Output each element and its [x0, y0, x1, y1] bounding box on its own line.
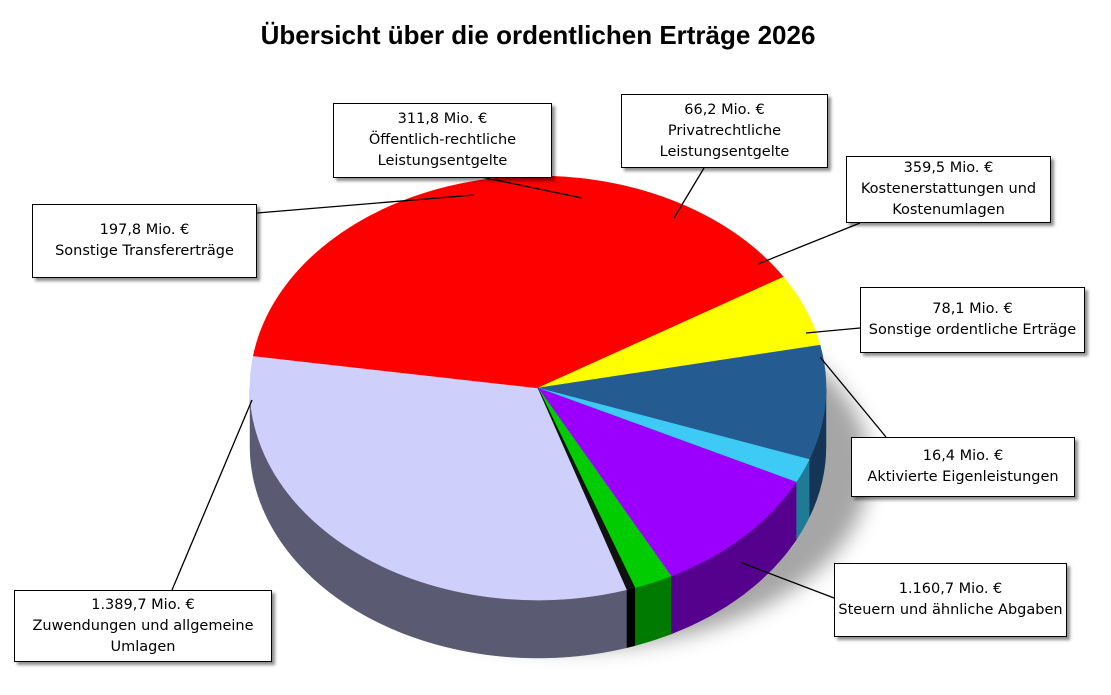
- leader-line-zuwendungen-und-allgemeine-umlagen: [171, 399, 253, 591]
- data-label-category: Zuwendungen und allgemeine Umlagen: [32, 617, 254, 655]
- data-label-value: 66,2 Mio. €: [684, 101, 765, 118]
- callout-privatrechtliche-leistungsentgelte: 66,2 Mio. € Privatrechtliche Leistungsent…: [621, 94, 828, 168]
- callout-öffentlich-rechtliche-leistungsentgelte: 311,8 Mio. € Öffentlich-rechtliche Leistu…: [333, 103, 552, 178]
- data-label-value: 1.160,7 Mio. €: [898, 581, 1003, 597]
- callout-sonstige-ordentliche-erträge: 78,1 Mio. € Sonstige ordentliche Erträge: [860, 287, 1085, 353]
- data-label-category: Privatrechtliche Leistungsentgelte: [659, 122, 790, 160]
- leader-line-aktivierte-eigenleistungen: [819, 356, 887, 438]
- leader-line-sonstige-transfererträge: [256, 194, 475, 214]
- data-label-value: 78,1 Mio. €: [932, 301, 1013, 317]
- data-label-category: Sonstige ordentliche Erträge: [868, 322, 1077, 338]
- pie-slice-steuern-und-ähnliche-abgaben: [249, 355, 628, 601]
- pie-side-aktivierte-eigenleistungen: [626, 587, 636, 648]
- data-label-value: 197,8 Mio. €: [99, 222, 190, 238]
- callout-sonstige-transfererträge: 197,8 Mio. € Sonstige Transfererträge: [32, 204, 257, 278]
- pie-slice-kostenerstattungen-und-kostenumlagen: [537, 387, 797, 577]
- data-label-category: Steuern und ähnliche Abgaben: [838, 602, 1063, 618]
- data-label-value: 359,5 Mio. €: [903, 160, 994, 176]
- chart-title: Übersicht über die ordentlichen Erträge …: [260, 20, 816, 50]
- callout-zuwendungen-und-allgemeine-umlagen: 1.389,7 Mio. € Zuwendungen und allgemeine…: [14, 590, 272, 662]
- data-label-category: Sonstige Transfererträge: [55, 243, 234, 259]
- data-label-category: Öffentlich-rechtliche Leistungsentgelte: [368, 132, 517, 169]
- callout-aktivierte-eigenleistungen: 16,4 Mio. € Aktivierte Eigenleistungen: [851, 437, 1075, 497]
- pie-slice-öffentlich-rechtliche-leistungsentgelte: [537, 344, 827, 460]
- callout-kostenerstattungen-und-kostenumlagen: 359,5 Mio. € Kostenerstattungen und Koste…: [846, 156, 1051, 223]
- leader-line-privatrechtliche-leistungsentgelte: [673, 167, 705, 219]
- leader-line-sonstige-ordentliche-erträge: [805, 327, 861, 334]
- callout-steuern-und-ähnliche-abgaben: 1.160,7 Mio. € Steuern und ähnliche Abgab…: [834, 563, 1067, 637]
- data-label-value: 311,8 Mio. €: [397, 111, 488, 127]
- pie-slice-aktivierte-eigenleistungen: [537, 387, 636, 590]
- pie-slice-zuwendungen-und-allgemeine-umlagen: [252, 175, 784, 389]
- data-label-value: 16,4 Mio. €: [922, 448, 1004, 464]
- leader-line-kostenerstattungen-und-kostenumlagen: [757, 222, 861, 265]
- data-label-value: 1.389,7 Mio. €: [91, 596, 195, 613]
- data-label-category: Kostenerstattungen und Kostenumlagen: [860, 181, 1037, 218]
- data-label-category: Aktivierte Eigenleistungen: [867, 469, 1059, 485]
- leader-line-steuern-und-ähnliche-abgaben: [741, 562, 835, 599]
